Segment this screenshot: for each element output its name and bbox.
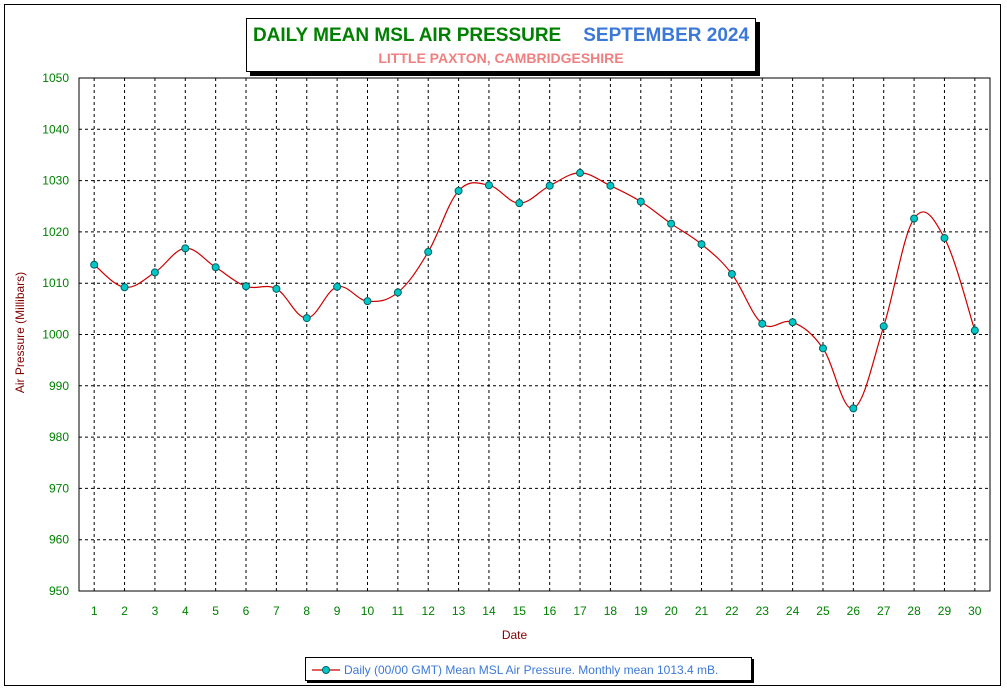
x-tick-label: 12 (422, 604, 436, 618)
x-tick-label: 24 (786, 604, 800, 618)
data-point (545, 181, 554, 190)
title-line: DAILY MEAN MSL AIR PRESSURE SEPTEMBER 202… (247, 25, 755, 47)
data-point (576, 168, 585, 177)
x-tick-label: 13 (452, 604, 466, 618)
data-point (120, 283, 129, 292)
data-point (910, 214, 919, 223)
x-tick-label: 18 (604, 604, 618, 618)
y-tick-label: 1030 (42, 174, 69, 188)
x-tick-label: 30 (968, 604, 982, 618)
x-tick-label: 11 (392, 604, 405, 618)
data-point (484, 181, 493, 190)
data-point (636, 197, 645, 206)
x-tick-label: 26 (847, 604, 861, 618)
legend-swatch-icon (312, 666, 340, 674)
x-tick-label: 27 (877, 604, 891, 618)
x-tick-label: 6 (243, 604, 250, 618)
data-point (242, 282, 251, 291)
x-tick-label: 14 (482, 604, 496, 618)
title-box: DAILY MEAN MSL AIR PRESSURE SEPTEMBER 202… (246, 18, 756, 72)
data-point (667, 219, 676, 228)
x-axis-title: Date (502, 628, 528, 642)
x-tick-label: 25 (816, 604, 830, 618)
y-tick-label: 980 (49, 430, 69, 444)
chart-title-month: SEPTEMBER 2024 (583, 25, 750, 46)
data-point (181, 244, 190, 253)
data-point (393, 288, 402, 297)
x-tick-label: 10 (361, 604, 375, 618)
x-tick-label: 23 (756, 604, 770, 618)
y-tick-label: 1010 (42, 276, 69, 290)
y-tick-label: 1020 (42, 225, 69, 239)
y-tick-label: 1050 (42, 71, 69, 85)
x-tick-label: 8 (303, 604, 310, 618)
data-point (302, 314, 311, 323)
legend-label: Daily (00/00 GMT) Mean MSL Air Pressure.… (344, 663, 719, 677)
data-point (424, 247, 433, 256)
x-tick-label: 3 (152, 604, 159, 618)
data-point (727, 269, 736, 278)
y-axis-title: Air Pressure (Millibars) (13, 272, 27, 393)
chart-title: DAILY MEAN MSL AIR PRESSURE (252, 25, 562, 46)
x-tick-label: 19 (634, 604, 648, 618)
x-tick-label: 22 (725, 604, 739, 618)
data-point (363, 297, 372, 306)
data-point (272, 284, 281, 293)
data-point (879, 322, 888, 331)
data-point (849, 404, 858, 413)
y-tick-label: 960 (49, 533, 69, 547)
series-line (93, 172, 976, 409)
y-tick-label: 1040 (42, 122, 69, 136)
x-tick-label: 4 (182, 604, 189, 618)
x-tick-label: 7 (273, 604, 280, 618)
y-tick-label: 950 (49, 584, 69, 598)
data-point (90, 260, 99, 269)
legend: Daily (00/00 GMT) Mean MSL Air Pressure.… (305, 657, 752, 681)
x-tick-label: 29 (938, 604, 952, 618)
y-tick-label: 1000 (42, 328, 69, 342)
data-point (788, 318, 797, 327)
data-point (454, 186, 463, 195)
x-tick-label: 9 (334, 604, 341, 618)
data-point (515, 199, 524, 208)
data-point (758, 319, 767, 328)
data-point (970, 326, 979, 335)
data-point (697, 240, 706, 249)
data-point (150, 268, 159, 277)
x-tick-label: 16 (543, 604, 557, 618)
x-tick-label: 2 (121, 604, 128, 618)
data-point (940, 234, 949, 243)
x-tick-label: 15 (513, 604, 527, 618)
data-point (333, 282, 342, 291)
x-tick-label: 1 (91, 604, 98, 618)
data-point (606, 181, 615, 190)
data-point (211, 263, 220, 272)
chart-subtitle: LITTLE PAXTON, CAMBRIDGESHIRE (378, 50, 624, 66)
x-tick-label: 28 (907, 604, 921, 618)
x-tick-label: 20 (664, 604, 678, 618)
x-tick-label: 5 (212, 604, 219, 618)
y-tick-label: 990 (49, 379, 69, 393)
chart-frame (4, 4, 1001, 686)
x-tick-label: 21 (695, 604, 709, 618)
data-point (818, 344, 827, 353)
x-tick-label: 17 (573, 604, 587, 618)
y-tick-label: 970 (49, 481, 69, 495)
